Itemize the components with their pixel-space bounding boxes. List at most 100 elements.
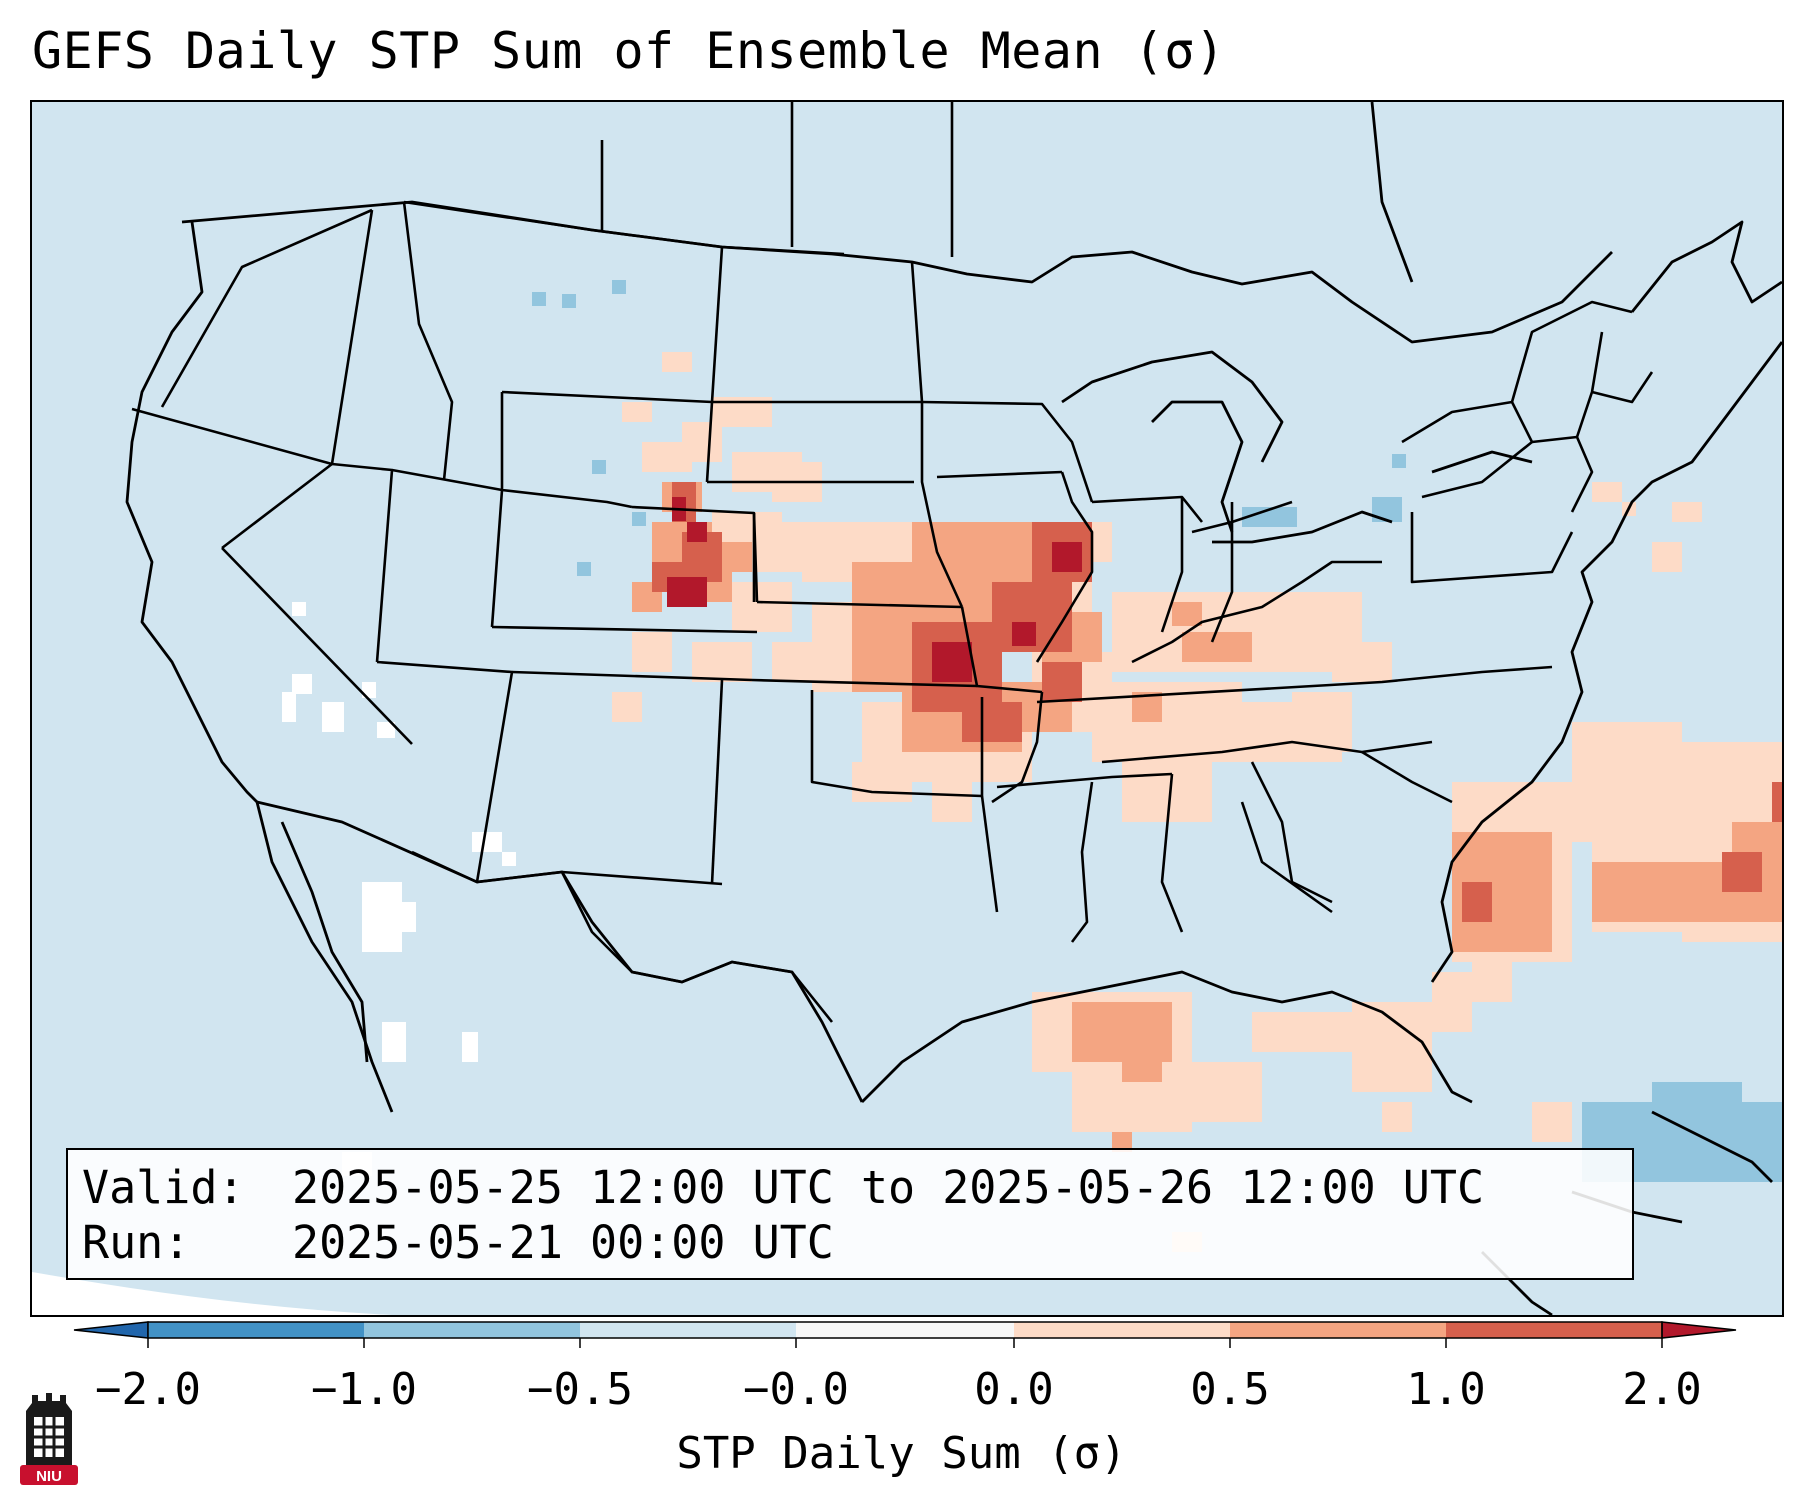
anomaly-cell [1252, 1012, 1352, 1052]
coastlines [125, 220, 1782, 1315]
colorbar-segment [148, 1322, 364, 1338]
run-value: 2025-05-21 00:00 UTC [292, 1216, 834, 1269]
colorbar-tick-label: −2.0 [95, 1364, 201, 1415]
anomaly-cell [1382, 1102, 1412, 1132]
anomaly-cell [362, 682, 376, 698]
anomaly-cell [1012, 622, 1036, 646]
valid-value: 2025-05-25 12:00 UTC to 2025-05-26 12:00… [292, 1161, 1485, 1214]
anomaly-cell [1592, 482, 1622, 502]
anomaly-cell [1112, 1132, 1132, 1152]
colorbar-segment [1446, 1322, 1662, 1338]
anomaly-cell [732, 582, 792, 632]
anomaly-cell [1242, 507, 1297, 527]
figure-title: GEFS Daily STP Sum of Ensemble Mean (σ) [32, 22, 1226, 80]
anomaly-cell [1772, 782, 1782, 822]
projection-edge [32, 1272, 392, 1315]
anomaly-cell [932, 782, 972, 822]
anomaly-cell [622, 402, 652, 422]
colorbar [73, 1321, 1737, 1348]
anomaly-cell [667, 577, 707, 607]
anomaly-cell [1722, 852, 1762, 892]
anomaly-cell [1042, 662, 1082, 702]
colorbar-segment [364, 1322, 580, 1338]
anomaly-cell [562, 294, 576, 308]
niu-logo: NIU [20, 1393, 78, 1485]
anomaly-cell [1292, 692, 1352, 752]
anomaly-cell [662, 352, 692, 372]
anomaly-cell [722, 542, 752, 572]
anomaly-cell [1392, 454, 1406, 468]
anomaly-cell [377, 722, 395, 738]
logo-text: NIU [36, 1468, 62, 1485]
anomaly-cell [1532, 1102, 1572, 1142]
anomaly-cell [1652, 542, 1682, 572]
anomaly-cell [472, 832, 502, 852]
anomaly-cell [1432, 972, 1472, 1032]
anomaly-cells [282, 280, 1782, 1252]
anomaly-cell [692, 642, 752, 682]
colorbar-tick-label: 1.0 [1406, 1364, 1486, 1415]
colorbar-label: STP Daily Sum (σ) [676, 1428, 1127, 1479]
anomaly-cell [1182, 1062, 1262, 1122]
map-panel [30, 100, 1784, 1317]
anomaly-cell [1572, 722, 1682, 842]
anomaly-cell [1462, 882, 1492, 922]
anomaly-cell [1332, 642, 1392, 682]
colorbar-segment [580, 1322, 796, 1338]
anomaly-cell [772, 642, 812, 682]
anomaly-cell [1472, 962, 1512, 1002]
anomaly-cell [682, 422, 722, 462]
anomaly-cell [1592, 862, 1682, 922]
anomaly-cell [1672, 742, 1782, 822]
run-label: Run: [82, 1216, 191, 1269]
anomaly-cell [592, 460, 606, 474]
anomaly-cell [462, 1032, 478, 1062]
colorbar-tick-label: 2.0 [1622, 1364, 1702, 1415]
anomaly-cell [292, 602, 306, 616]
colorbar-segment [1230, 1322, 1446, 1338]
colorbar-segment [796, 1322, 1014, 1338]
colorbar-tick-label: 0.0 [974, 1364, 1054, 1415]
anomaly-cell [612, 692, 642, 722]
anomaly-cell [632, 512, 646, 526]
anomaly-cell [402, 902, 416, 932]
logo-banner [20, 1465, 78, 1485]
anomaly-cell [1352, 1002, 1432, 1092]
valid-label: Valid: [82, 1161, 245, 1214]
anomaly-cell [322, 702, 344, 732]
anomaly-cell [502, 852, 516, 866]
anomaly-cell [532, 292, 546, 306]
anomaly-cell [1172, 602, 1202, 626]
anomaly-cell [1052, 542, 1082, 572]
logo-window-grid [34, 1417, 64, 1457]
anomaly-cell [1672, 502, 1702, 522]
colorbar-segment [1014, 1322, 1230, 1338]
anomaly-cell [382, 1022, 406, 1062]
anomaly-cell [1122, 1052, 1162, 1082]
anomaly-cell [612, 280, 626, 294]
anomaly-cell [912, 522, 1052, 582]
colorbar-tick-label: −0.0 [743, 1364, 849, 1415]
colorbar-tick-label: −1.0 [311, 1364, 417, 1415]
valid-run-info-box: Valid: 2025-05-25 12:00 UTC to 2025-05-26… [66, 1148, 1634, 1280]
colorbar-tick-label: −0.5 [527, 1364, 633, 1415]
colorbar-extend-under [73, 1321, 149, 1339]
anomaly-cell [932, 642, 972, 682]
valid-line: Valid: 2025-05-25 12:00 UTC to 2025-05-26… [82, 1160, 1632, 1215]
anomaly-cell [292, 674, 312, 694]
anomaly-cell [362, 882, 402, 952]
anomaly-cell [577, 562, 591, 576]
anomaly-cell [1652, 1082, 1742, 1112]
anomaly-cell [1182, 632, 1252, 662]
run-line: Run: 2025-05-21 00:00 UTC [82, 1215, 1632, 1270]
colorbar-ticks [147, 1338, 1663, 1348]
anomaly-cell [282, 692, 296, 722]
country-borders [181, 102, 1613, 1103]
anomaly-cell [852, 762, 912, 802]
colorbar-extend-over [1661, 1321, 1737, 1339]
colorbar-tick-label: 0.5 [1190, 1364, 1270, 1415]
anomaly-cell [632, 632, 672, 672]
colorbar-outline [147, 1321, 1663, 1339]
anomaly-cell [962, 702, 1022, 742]
colorbar-segments [148, 1322, 1662, 1338]
